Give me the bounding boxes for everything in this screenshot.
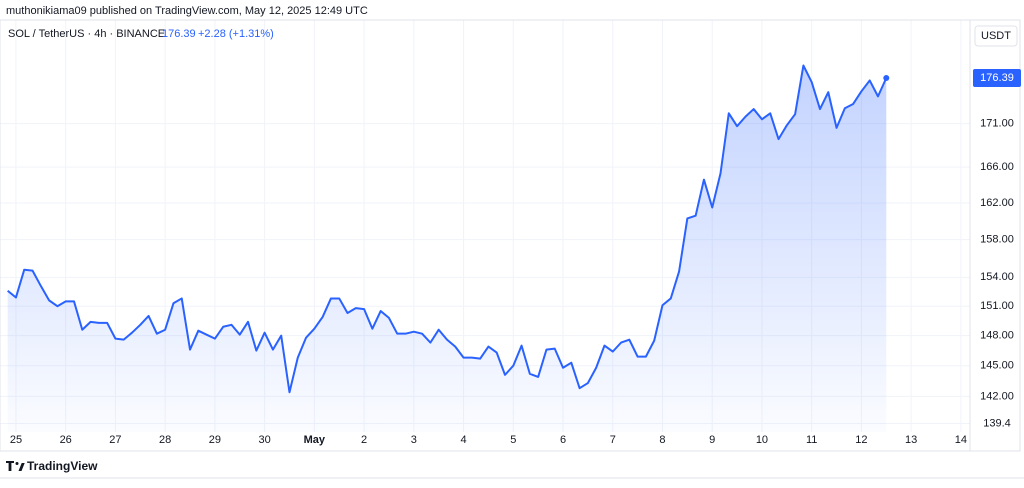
x-tick-label: 12 bbox=[855, 434, 867, 446]
x-tick-label: 4 bbox=[460, 434, 466, 446]
y-tick-label: 154.00 bbox=[980, 271, 1014, 283]
last-price-badge bbox=[973, 69, 1021, 88]
last-price-label: 176.39 bbox=[980, 72, 1014, 84]
x-tick-label: 28 bbox=[159, 434, 171, 446]
y-tick-label: 162.00 bbox=[980, 197, 1014, 209]
brand-logo bbox=[5, 461, 25, 471]
x-tick-label: 30 bbox=[258, 434, 270, 446]
chart-frame bbox=[0, 19, 1021, 452]
price-line bbox=[7, 64, 888, 394]
header-price: 176.39 bbox=[162, 28, 196, 40]
brand-name: TradingView bbox=[27, 459, 98, 473]
area-fill bbox=[7, 65, 887, 432]
y-tick-label: 151.00 bbox=[980, 300, 1014, 312]
x-tick-label: 6 bbox=[560, 434, 566, 446]
y-tick-label: 139.4 bbox=[983, 417, 1011, 429]
y-tick-label: 145.00 bbox=[980, 360, 1014, 372]
x-tick-label: 14 bbox=[955, 434, 967, 446]
y-tick-label: 166.00 bbox=[980, 161, 1014, 173]
y-tick-label: 142.00 bbox=[980, 390, 1014, 402]
x-tick-label: 3 bbox=[411, 434, 417, 446]
x-tick-label: 11 bbox=[806, 434, 817, 446]
x-tick-label: 2 bbox=[361, 434, 367, 446]
x-tick-label: 7 bbox=[610, 434, 616, 446]
x-tick-label: May bbox=[304, 434, 326, 446]
x-tick-label: 10 bbox=[756, 434, 768, 446]
x-tick-label: 5 bbox=[510, 434, 516, 446]
x-tick-label: 8 bbox=[659, 434, 665, 446]
currency-label: USDT bbox=[981, 30, 1011, 42]
y-tick-label: 148.00 bbox=[980, 330, 1014, 342]
x-tick-label: 29 bbox=[209, 434, 221, 446]
x-tick-label: 27 bbox=[109, 434, 121, 446]
y-tick-label: 171.00 bbox=[980, 117, 1014, 129]
currency-box[interactable] bbox=[974, 25, 1018, 47]
y-tick-label: 158.00 bbox=[980, 234, 1014, 246]
x-tick-label: 13 bbox=[905, 434, 917, 446]
x-tick-label: 25 bbox=[10, 434, 22, 446]
publisher-line: muthonikiama09 published on TradingView.… bbox=[6, 5, 368, 17]
x-tick-label: 9 bbox=[709, 434, 715, 446]
plot-layer bbox=[0, 20, 970, 432]
symbol-label: SOL / TetherUS · 4h · BINANCE bbox=[8, 28, 165, 40]
header-change: +2.28 (+1.31%) bbox=[198, 28, 274, 40]
last-point bbox=[883, 75, 890, 82]
x-tick-label: 26 bbox=[60, 434, 72, 446]
